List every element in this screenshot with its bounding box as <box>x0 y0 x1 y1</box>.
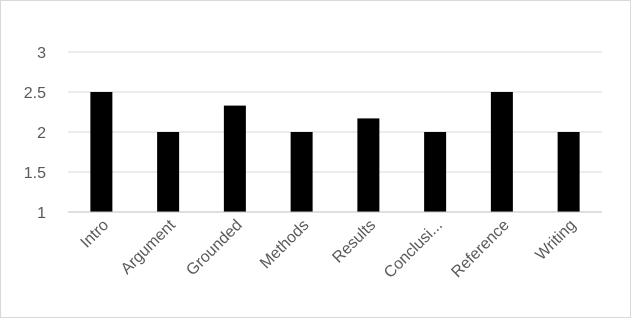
bar-grounded <box>223 105 246 212</box>
x-category-label: Conclusi... <box>381 217 446 282</box>
bar-writing <box>557 132 580 212</box>
y-tick-label: 1.5 <box>24 165 46 182</box>
bar-reference <box>490 92 513 212</box>
y-tick-label: 3 <box>37 45 46 62</box>
x-category-label: Argument <box>118 216 179 277</box>
y-tick-label: 1 <box>37 205 46 222</box>
x-category-label: Reference <box>448 217 512 281</box>
bar-conclusi <box>424 132 447 212</box>
bar-methods <box>290 132 313 212</box>
x-axis-category-labels: Intro Argument Grounded Methods Results Concl… <box>78 216 580 281</box>
x-category-label: Intro <box>78 217 113 252</box>
bar-argument <box>157 132 180 212</box>
x-category-label: Writing <box>532 217 579 264</box>
x-category-label: Methods <box>257 217 312 272</box>
x-category-label: Grounded <box>183 217 245 279</box>
y-tick-label: 2.5 <box>24 85 46 102</box>
bar-intro <box>90 92 113 212</box>
y-axis-tick-labels: 1 1.5 2 2.5 3 <box>24 45 46 222</box>
bars <box>90 92 580 212</box>
bar-results <box>357 118 380 212</box>
x-category-label: Results <box>329 217 379 267</box>
gridlines <box>68 51 602 173</box>
y-tick-label: 2 <box>37 125 46 142</box>
